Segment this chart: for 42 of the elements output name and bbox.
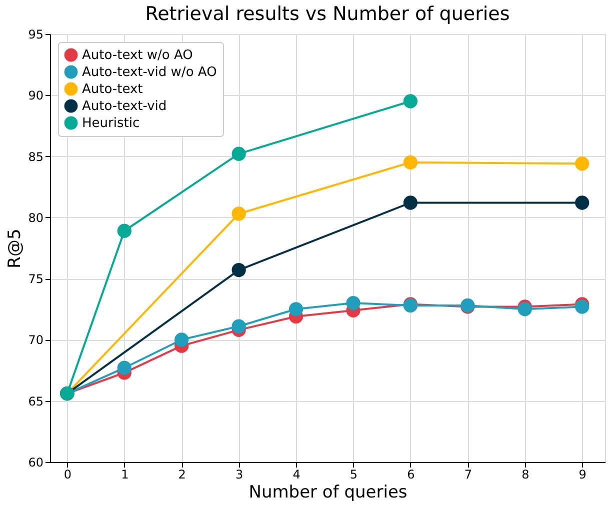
x-tick-label: 0 <box>64 468 72 482</box>
legend-label: Auto-text w/o AO <box>82 48 193 63</box>
point <box>232 262 246 278</box>
legend-label: Heuristic <box>82 116 140 131</box>
point <box>232 146 246 161</box>
point <box>346 296 360 310</box>
point <box>117 224 132 238</box>
point <box>575 156 590 171</box>
x-tick-label: 6 <box>407 468 415 482</box>
x-tick-label: 9 <box>578 468 586 482</box>
x-axis-title: Number of queries <box>248 482 408 502</box>
point <box>403 94 418 108</box>
x-tick-label: 1 <box>121 468 129 482</box>
point <box>575 196 590 210</box>
point <box>403 196 418 210</box>
point <box>403 155 418 170</box>
y-tick-label: 75 <box>28 272 44 286</box>
y-tick-label: 90 <box>28 88 44 103</box>
point <box>288 302 304 316</box>
x-tick-label: 5 <box>350 468 358 482</box>
x-tick-label: 7 <box>464 468 472 482</box>
chart-title: Retrieval results vs Number of queries <box>145 3 510 25</box>
y-tick-label: 80 <box>28 210 44 225</box>
x-tick-label: 2 <box>178 468 186 482</box>
y-tick-label: 60 <box>28 456 44 470</box>
x-tick-label: 8 <box>522 468 530 482</box>
point <box>575 300 590 314</box>
x-tick-label: 3 <box>235 468 244 482</box>
y-axis-title: R@5 <box>5 228 26 268</box>
point <box>117 360 132 375</box>
legend-label: Auto-text <box>82 82 143 97</box>
y-tick-label: 70 <box>28 333 44 348</box>
y-tick-label: 95 <box>28 28 44 42</box>
point <box>518 302 532 316</box>
point <box>174 332 189 347</box>
legend-label: Auto-text-vid <box>82 99 167 114</box>
y-tick-label: 65 <box>28 394 44 408</box>
point <box>232 319 246 334</box>
point <box>232 206 246 221</box>
legend-label: Auto-text-vid w/o AO <box>82 65 217 80</box>
y-tick-label: 85 <box>28 150 44 164</box>
x-tick-label: 4 <box>292 468 300 482</box>
